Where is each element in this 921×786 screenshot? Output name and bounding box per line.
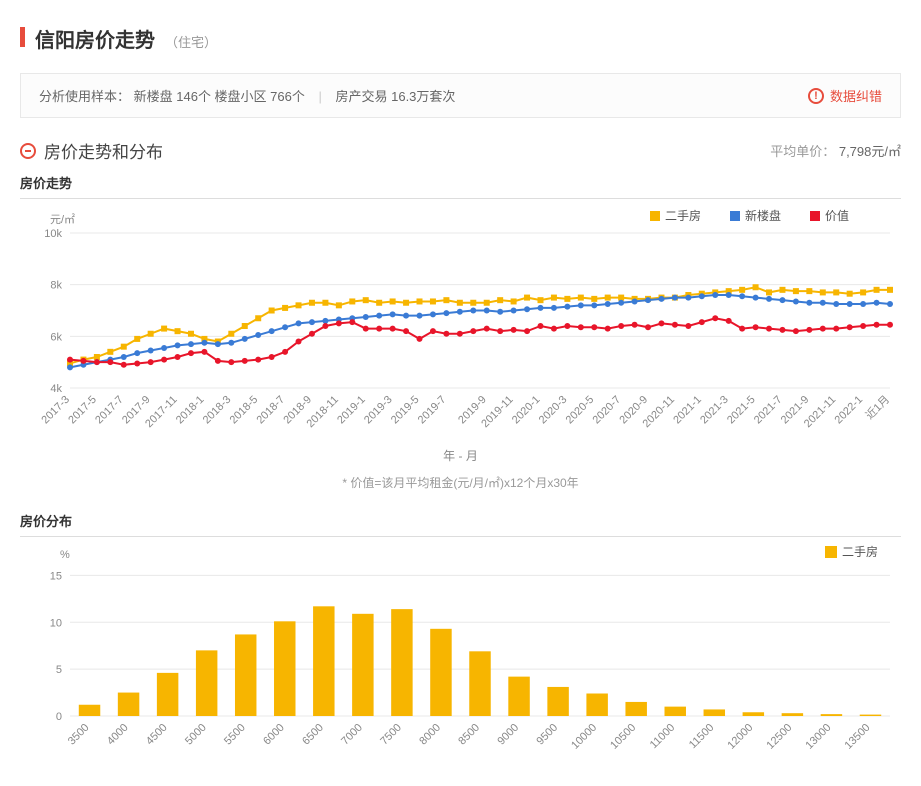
svg-text:2018-3: 2018-3 — [201, 394, 234, 427]
avg-price: 平均单价： 7,798元/㎡ — [770, 141, 901, 160]
svg-text:2020-7: 2020-7 — [591, 394, 624, 427]
svg-text:11500: 11500 — [687, 722, 717, 752]
svg-text:2021-7: 2021-7 — [752, 394, 785, 427]
svg-text:2018-1: 2018-1 — [174, 394, 207, 427]
page-subtitle: （住宅） — [165, 32, 217, 51]
svg-text:2022-1: 2022-1 — [833, 394, 866, 427]
svg-text:2021-3: 2021-3 — [698, 394, 731, 427]
svg-text:2021-5: 2021-5 — [725, 394, 758, 427]
dist-chart: % 0 5 10 15 二手房 3500 4000 4500 5000 5500 6000 6500 70… — [20, 541, 901, 761]
svg-text:2018-5: 2018-5 — [228, 394, 261, 427]
avg-price-label: 平均单价： — [770, 144, 835, 159]
svg-text:2019-5: 2019-5 — [389, 394, 422, 427]
svg-text:12000: 12000 — [725, 722, 755, 752]
svg-text:2019-1: 2019-1 — [335, 394, 368, 427]
section-title: 房价走势和分布 — [20, 138, 163, 163]
trend-footnote: * 价值=该月平均租金(元/月/㎡)x12个月x30年 — [20, 474, 901, 491]
svg-text:6k: 6k — [50, 331, 62, 343]
sample-prefix: 分析使用样本： — [39, 89, 130, 104]
svg-text:6500: 6500 — [300, 722, 326, 748]
svg-text:2019-7: 2019-7 — [416, 394, 449, 427]
avg-price-value: 7,798元/㎡ — [839, 144, 901, 159]
svg-text:4500: 4500 — [144, 722, 170, 748]
svg-text:11000: 11000 — [648, 722, 678, 752]
error-report-link[interactable]: ! 数据纠错 — [808, 86, 882, 105]
sample-1: 新楼盘 146个 楼盘小区 766个 — [134, 89, 305, 104]
svg-text:10000: 10000 — [569, 722, 599, 752]
svg-text:9000: 9000 — [495, 722, 521, 748]
svg-text:2020-5: 2020-5 — [564, 394, 597, 427]
svg-text:4k: 4k — [50, 383, 62, 395]
sample-info-text: 分析使用样本： 新楼盘 146个 楼盘小区 766个 | 房产交易 16.3万套… — [39, 86, 455, 105]
svg-text:7500: 7500 — [378, 722, 404, 748]
svg-text:10k: 10k — [44, 228, 62, 240]
sample-2: 房产交易 16.3万套次 — [336, 89, 456, 104]
trend-x-axis-title: 年 - 月 — [20, 447, 901, 464]
svg-text:7000: 7000 — [339, 722, 365, 748]
trend-chart-title: 房价走势 — [20, 173, 901, 199]
collapse-icon[interactable] — [20, 143, 36, 159]
section-title-text: 房价走势和分布 — [44, 138, 163, 163]
section-header: 房价走势和分布 平均单价： 7,798元/㎡ — [20, 138, 901, 163]
separator: | — [318, 89, 321, 104]
error-report-label: 数据纠错 — [830, 86, 882, 105]
svg-text:价值: 价值 — [825, 208, 849, 223]
svg-text:2020-3: 2020-3 — [537, 394, 570, 427]
page-header: 信阳房价走势 （住宅） — [20, 24, 911, 53]
dist-chart-svg: % 0 5 10 15 二手房 3500 4000 4500 5000 5500 6000 6500 70… — [20, 541, 910, 761]
svg-text:二手房: 二手房 — [665, 208, 701, 223]
svg-text:9500: 9500 — [534, 722, 560, 748]
svg-text:6000: 6000 — [261, 722, 287, 748]
svg-text:8k: 8k — [50, 280, 62, 292]
svg-text:二手房: 二手房 — [842, 544, 878, 559]
dist-chart-title: 房价分布 — [20, 511, 901, 537]
svg-text:4000: 4000 — [105, 722, 131, 748]
svg-text:2021-1: 2021-1 — [671, 394, 704, 427]
svg-text:8500: 8500 — [456, 722, 482, 748]
svg-text:5: 5 — [56, 664, 62, 676]
svg-text:13500: 13500 — [842, 722, 872, 752]
accent-bar — [20, 27, 25, 47]
svg-text:8000: 8000 — [417, 722, 443, 748]
trend-chart: 元/㎡4k6k8k10k2017-32017-52017-72017-92017… — [20, 203, 901, 491]
svg-text:12500: 12500 — [764, 722, 794, 752]
svg-text:2017-7: 2017-7 — [93, 394, 126, 427]
svg-text:5000: 5000 — [183, 722, 209, 748]
svg-text:2020-1: 2020-1 — [510, 394, 543, 427]
page-title: 信阳房价走势 — [35, 24, 155, 53]
svg-text:5500: 5500 — [222, 722, 248, 748]
svg-text:%: % — [60, 549, 70, 561]
alert-icon: ! — [808, 88, 824, 104]
svg-text:15: 15 — [50, 570, 62, 582]
svg-text:13000: 13000 — [803, 722, 833, 752]
svg-text:0: 0 — [56, 711, 62, 723]
svg-text:10: 10 — [50, 617, 62, 629]
svg-text:新楼盘: 新楼盘 — [745, 208, 781, 223]
svg-text:2017-3: 2017-3 — [39, 394, 72, 427]
svg-text:2019-3: 2019-3 — [362, 394, 395, 427]
trend-chart-svg: 元/㎡4k6k8k10k2017-32017-52017-72017-92017… — [20, 203, 910, 443]
svg-text:2017-5: 2017-5 — [66, 394, 99, 427]
svg-text:近1月: 近1月 — [863, 393, 892, 422]
svg-text:2018-7: 2018-7 — [254, 394, 287, 427]
sample-info-bar: 分析使用样本： 新楼盘 146个 楼盘小区 766个 | 房产交易 16.3万套… — [20, 73, 901, 118]
svg-text:3500: 3500 — [66, 722, 92, 748]
svg-text:10500: 10500 — [608, 722, 638, 752]
svg-text:元/㎡: 元/㎡ — [50, 213, 75, 226]
